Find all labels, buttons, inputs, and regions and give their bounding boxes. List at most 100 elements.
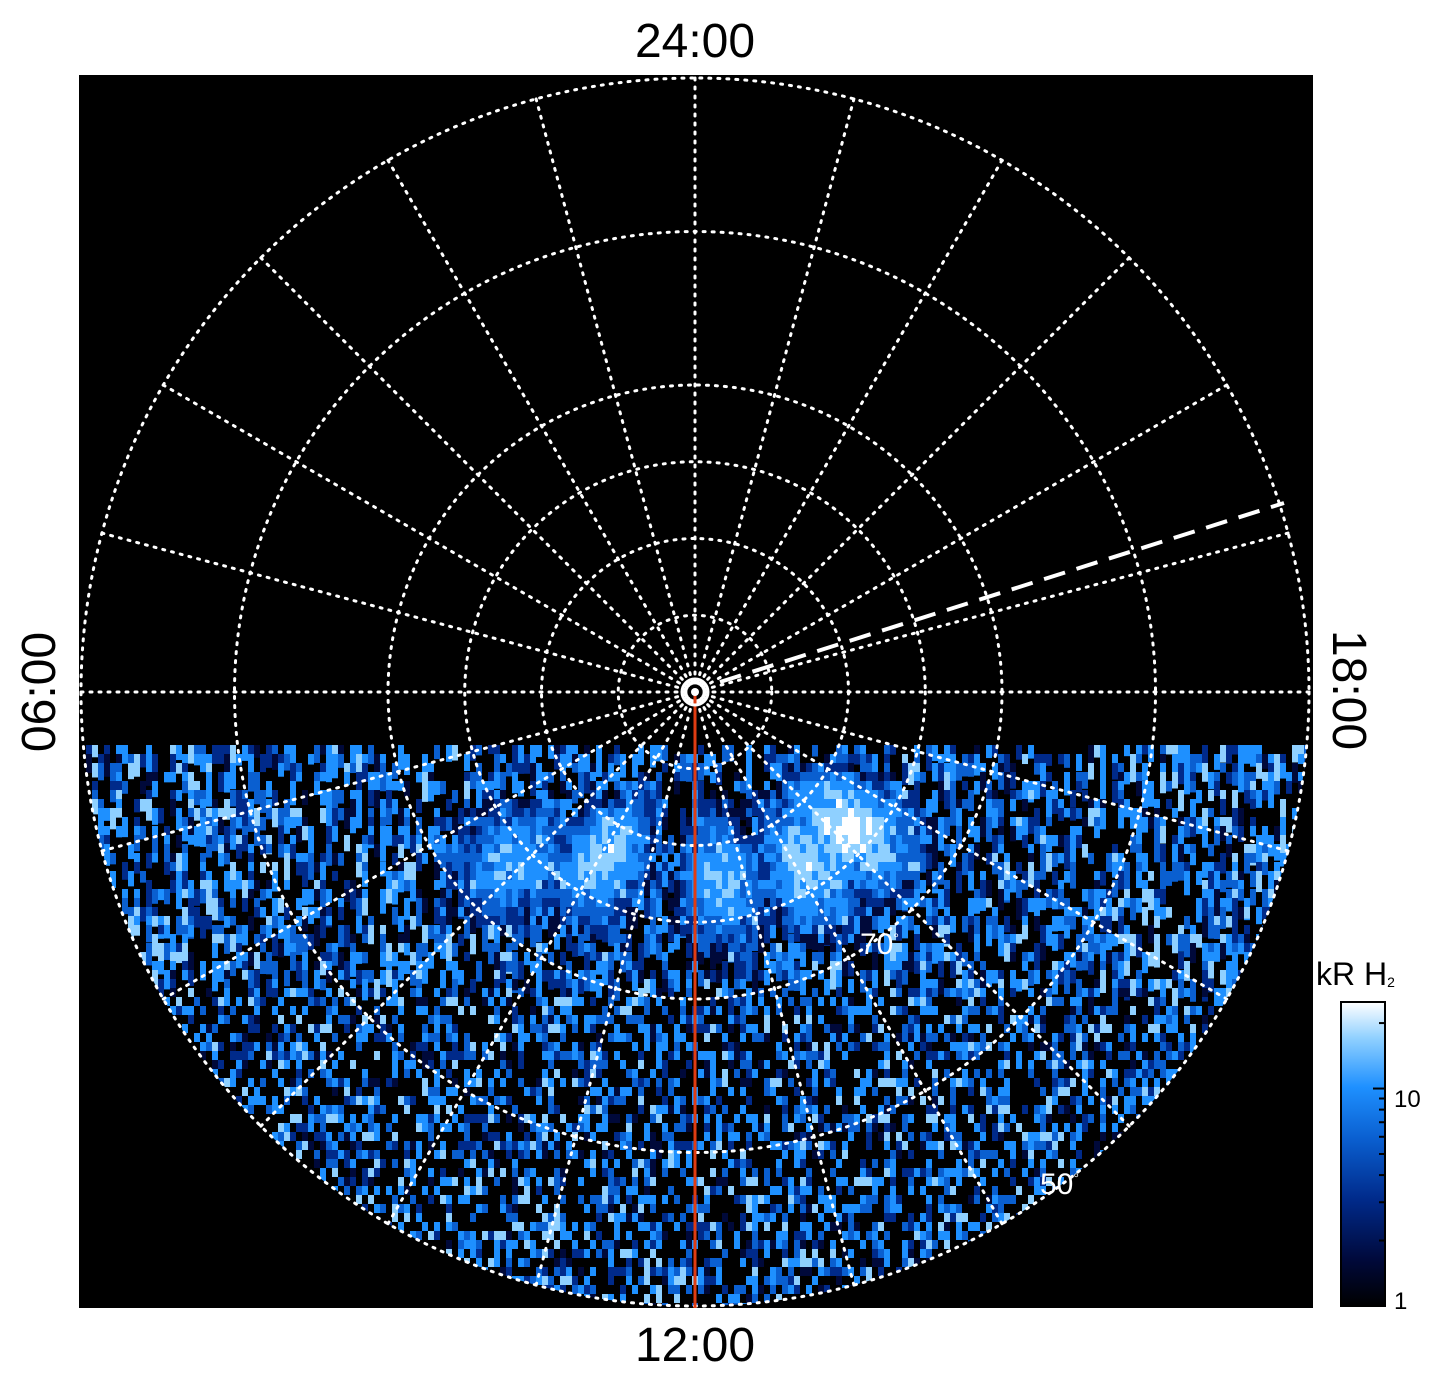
emission-cell xyxy=(1160,1069,1166,1078)
emission-cell xyxy=(884,862,890,873)
emission-cell xyxy=(446,1033,452,1042)
emission-cell xyxy=(884,817,890,828)
emission-cell xyxy=(1232,898,1238,918)
emission-cell xyxy=(890,943,896,962)
emission-cell xyxy=(392,835,398,847)
emission-cell xyxy=(950,1096,956,1105)
emission-cell xyxy=(710,1186,716,1195)
emission-cell xyxy=(1214,754,1220,770)
emission-cell xyxy=(218,817,224,834)
emission-cell xyxy=(1208,907,1214,923)
emission-cell xyxy=(758,925,764,944)
emission-cell xyxy=(524,1114,530,1123)
emission-cell xyxy=(770,853,776,863)
emission-cell xyxy=(296,763,302,778)
emission-cell xyxy=(446,1087,452,1096)
emission-cell xyxy=(1010,1150,1016,1159)
emission-cell xyxy=(1280,754,1286,770)
emission-cell xyxy=(1004,1024,1010,1033)
emission-cell xyxy=(212,745,218,755)
emission-cell xyxy=(266,916,272,927)
emission-cell xyxy=(1268,781,1274,798)
emission-cell xyxy=(152,772,158,787)
emission-cell xyxy=(1034,1105,1040,1114)
emission-cell xyxy=(242,745,248,761)
emission-cell xyxy=(1160,826,1166,844)
emission-cell xyxy=(926,1060,932,1069)
emission-cell xyxy=(500,1204,506,1213)
emission-cell xyxy=(794,1114,800,1123)
emission-cell xyxy=(518,1042,524,1051)
emission-cell xyxy=(458,808,464,825)
emission-cell xyxy=(392,1114,398,1123)
emission-cell xyxy=(518,781,524,797)
emission-cell xyxy=(944,1132,950,1141)
emission-cell xyxy=(908,1222,914,1231)
emission-cell xyxy=(1010,799,1016,812)
emission-cell xyxy=(794,1087,800,1096)
emission-cell xyxy=(746,1006,752,1015)
emission-cell xyxy=(1052,1069,1058,1078)
emission-cell xyxy=(446,934,452,947)
emission-cell xyxy=(488,745,494,755)
emission-cell xyxy=(686,1024,692,1033)
emission-cell xyxy=(758,970,764,981)
emission-cell xyxy=(962,1231,968,1240)
emission-cell xyxy=(782,1105,788,1114)
emission-cell xyxy=(830,808,836,822)
emission-cell xyxy=(1124,898,1130,908)
emission-cell xyxy=(1148,871,1154,881)
emission-cell xyxy=(884,835,890,853)
emission-cell xyxy=(428,772,434,784)
emission-cell xyxy=(848,862,854,879)
emission-cell xyxy=(434,907,440,925)
emission-cell xyxy=(584,853,590,868)
emission-cell xyxy=(614,1024,620,1033)
emission-cell xyxy=(1274,754,1280,776)
emission-cell xyxy=(872,1186,878,1195)
emission-cell xyxy=(242,826,248,840)
emission-cell xyxy=(584,772,590,790)
emission-cell xyxy=(398,1204,404,1213)
emission-cell xyxy=(1244,853,1250,874)
emission-cell xyxy=(182,817,188,832)
emission-cell xyxy=(968,1159,974,1168)
emission-cell xyxy=(206,880,212,902)
emission-cell xyxy=(494,898,500,914)
emission-cell xyxy=(536,1033,542,1042)
emission-cell xyxy=(938,1195,944,1204)
emission-cell xyxy=(872,1231,878,1240)
emission-cell xyxy=(584,1024,590,1033)
emission-cell xyxy=(434,1033,440,1042)
emission-cell xyxy=(998,817,1004,833)
emission-cell xyxy=(1028,988,1034,997)
emission-cell xyxy=(956,952,962,969)
emission-cell xyxy=(938,1096,944,1105)
emission-cell xyxy=(998,1159,1004,1168)
emission-cell xyxy=(962,799,968,809)
emission-cell xyxy=(476,1186,482,1195)
emission-cell xyxy=(110,808,116,830)
emission-cell xyxy=(506,988,512,997)
emission-cell xyxy=(536,979,542,997)
emission-cell xyxy=(806,1015,812,1024)
emission-cell xyxy=(794,1015,800,1024)
emission-cell xyxy=(614,916,620,926)
emission-cell xyxy=(626,1213,632,1222)
emission-cell xyxy=(632,1204,638,1213)
emission-cell xyxy=(812,1087,818,1096)
emission-cell xyxy=(836,1042,842,1051)
emission-cell xyxy=(530,1123,536,1132)
emission-cell xyxy=(746,1195,752,1204)
emission-cell xyxy=(866,943,872,953)
emission-cell xyxy=(278,1123,284,1132)
emission-cell xyxy=(542,1213,548,1222)
emission-cell xyxy=(482,1150,488,1159)
emission-cell xyxy=(1082,1123,1088,1132)
emission-cell xyxy=(848,979,854,994)
emission-cell xyxy=(854,853,860,865)
emission-cell xyxy=(728,1132,734,1141)
emission-cell xyxy=(1028,790,1034,800)
emission-cell xyxy=(1160,862,1166,885)
emission-cell xyxy=(356,1141,362,1150)
